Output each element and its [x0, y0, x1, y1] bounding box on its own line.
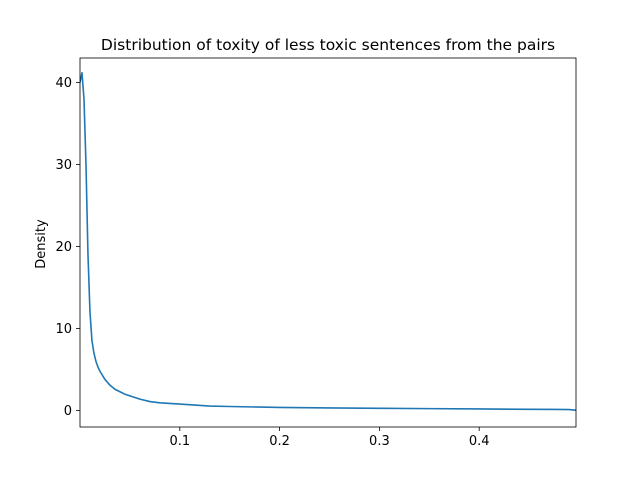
x-tick-label: 0.2 [269, 434, 290, 449]
x-tick-label: 0.4 [469, 434, 490, 449]
y-tick-label: 0 [64, 404, 72, 419]
y-tick-label: 10 [55, 322, 72, 337]
plot-frame [79, 57, 577, 428]
y-tick-label: 20 [55, 240, 72, 255]
chart-title: Distribution of toxity of less toxic sen… [101, 36, 555, 54]
y-tick-label: 30 [55, 158, 72, 173]
y-tick-label: 40 [55, 76, 72, 91]
density-line-0 [80, 71, 576, 411]
y-axis-label: Density [34, 219, 49, 269]
x-tick-label: 0.3 [369, 434, 390, 449]
x-tick-label: 0.1 [169, 434, 190, 449]
plot-layer: 0.1 0.2 0.3 0.4 0 10 20 30 40 [55, 57, 577, 449]
